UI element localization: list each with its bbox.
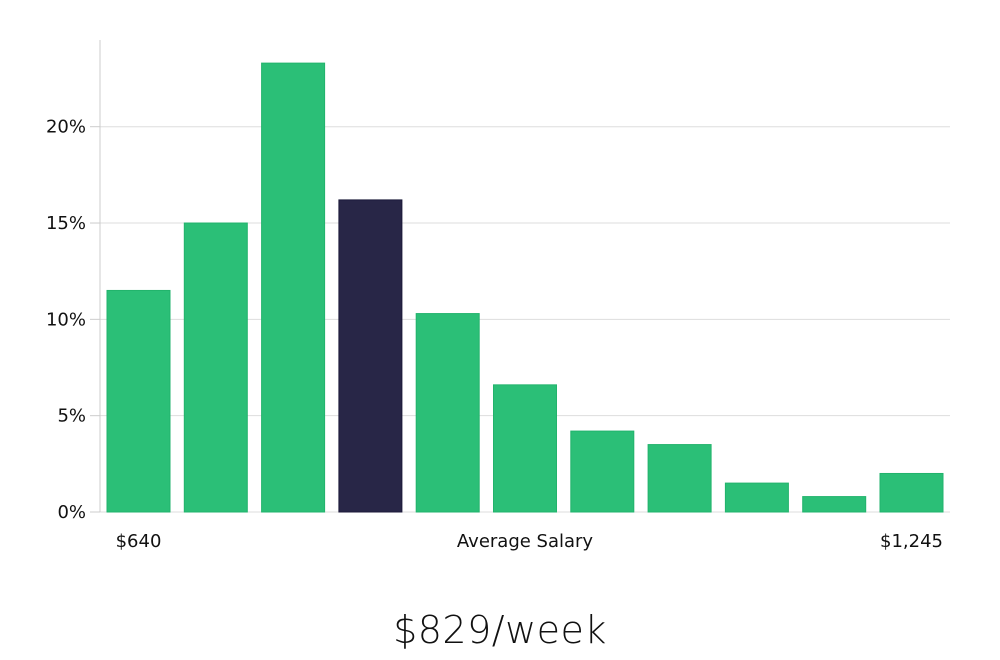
y-tick-label: 0% — [57, 502, 86, 523]
y-tick-label: 20% — [46, 117, 86, 138]
bar — [493, 384, 557, 513]
y-tick-label: 5% — [57, 406, 86, 427]
bar — [802, 496, 867, 513]
x-axis-min-label: $640 — [116, 531, 162, 552]
x-axis-max-label: $1,245 — [880, 531, 943, 552]
y-tick-label: 15% — [46, 213, 86, 234]
bars — [106, 62, 944, 513]
bar — [879, 472, 944, 513]
bar — [724, 482, 789, 513]
y-axis-ticks: 0% 5% 10% 15% 20% — [46, 117, 100, 523]
bar — [647, 444, 712, 513]
bar — [570, 430, 635, 513]
y-tick-label: 10% — [46, 309, 86, 330]
x-axis-title: Average Salary — [457, 531, 594, 552]
bar-highlighted — [338, 199, 403, 513]
salary-histogram: 0% 5% 10% 15% 20% $640 Average Salary $1,245 — [46, 40, 950, 552]
bar — [106, 289, 171, 513]
bar — [183, 222, 248, 513]
bar — [261, 62, 326, 513]
average-salary-value: $829/week — [393, 608, 607, 652]
bar — [415, 313, 480, 513]
